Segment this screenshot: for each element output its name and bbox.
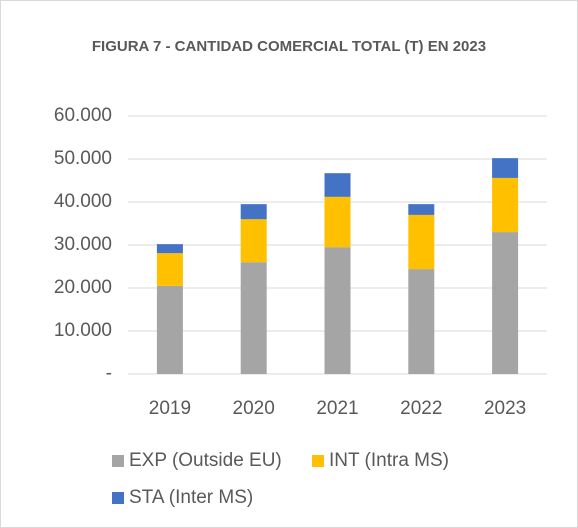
- legend-swatch: [312, 455, 324, 467]
- y-tick-label: 30.000: [54, 234, 112, 255]
- legend-label: EXP (Outside EU): [129, 450, 282, 471]
- chart-title: FIGURA 7 - CANTIDAD COMERCIAL TOTAL (T) …: [91, 38, 487, 55]
- y-tick-label: 40.000: [54, 191, 112, 212]
- bar-segment: [156, 244, 183, 254]
- y-tick-label: 50.000: [54, 148, 112, 169]
- x-tick-label: 2023: [484, 398, 526, 419]
- bar-segment: [324, 196, 351, 248]
- bar-segment: [408, 269, 435, 374]
- bar-segment: [492, 158, 519, 178]
- legend-swatch: [112, 455, 124, 467]
- bar-segment: [408, 214, 435, 270]
- bar-segment: [156, 285, 183, 374]
- bar-segment: [240, 262, 267, 374]
- bar-segment: [156, 253, 183, 286]
- x-tick-label: 2019: [149, 398, 191, 419]
- bar-segment: [324, 173, 351, 197]
- bar-segment: [324, 247, 351, 374]
- y-tick-label: 20.000: [54, 277, 112, 298]
- bar-segment: [492, 177, 519, 233]
- x-tick-label: 2020: [233, 398, 275, 419]
- x-tick-label: 2021: [316, 398, 358, 419]
- y-tick-label: 10.000: [54, 320, 112, 341]
- bar-segment: [408, 204, 435, 215]
- bar-segment: [492, 232, 519, 374]
- x-tick-label: 2022: [400, 398, 442, 419]
- y-tick-label: 60.000: [54, 105, 112, 126]
- bar-segment: [240, 219, 267, 263]
- bar-segment: [240, 204, 267, 220]
- legend-swatch: [112, 492, 124, 504]
- legend-label: STA (Inter MS): [129, 487, 253, 508]
- y-tick-label: -: [106, 363, 112, 384]
- legend-label: INT (Intra MS): [329, 450, 449, 471]
